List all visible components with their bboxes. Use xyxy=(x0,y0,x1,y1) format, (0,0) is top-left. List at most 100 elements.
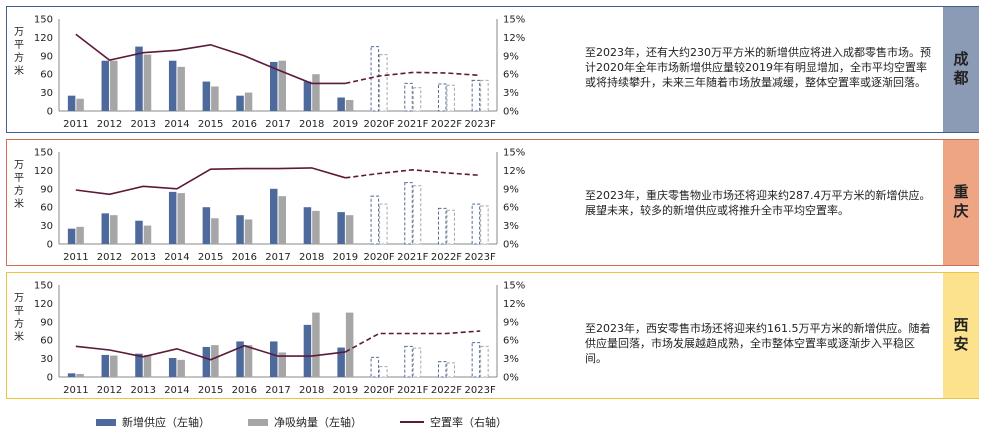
bar-supply xyxy=(168,60,177,111)
bar-absorption xyxy=(379,366,388,378)
y-axis-title-char: 米 xyxy=(14,197,24,210)
x-tick-label: 2022F xyxy=(431,385,462,396)
y-tick-label: 150 xyxy=(34,281,53,292)
x-tick-label: 2019 xyxy=(333,385,358,396)
chart-legend: 新增供应（左轴） 净吸纳量（左轴） 空置率（右轴） xyxy=(96,414,545,430)
x-tick-label: 2017 xyxy=(265,252,290,263)
x-tick-label: 2016 xyxy=(232,252,257,263)
y-axis-title-char: 平 xyxy=(14,40,24,51)
y2-tick-label: 9% xyxy=(503,184,519,195)
y2-tick-label: 15% xyxy=(503,148,525,159)
city-label-xian: 西安 xyxy=(943,273,979,398)
y2-tick-label: 0% xyxy=(503,107,519,118)
y-tick-label: 60 xyxy=(40,203,53,214)
bar-absorption xyxy=(143,354,152,377)
bar-absorption xyxy=(412,87,422,112)
bar-absorption xyxy=(379,54,388,112)
y-axis-title-char: 米 xyxy=(14,64,24,77)
bar-absorption xyxy=(446,209,455,245)
vacancy-line-actual xyxy=(75,344,346,361)
bar-supply xyxy=(437,361,447,378)
bar-supply xyxy=(202,207,211,244)
y2-tick-label: 15% xyxy=(503,15,525,26)
bar-absorption xyxy=(110,215,118,244)
y-axis-title-char: 方 xyxy=(14,51,24,64)
y-axis-title-char: 米 xyxy=(14,330,24,343)
x-tick-label: 2023F xyxy=(465,119,496,130)
bar-absorption xyxy=(211,345,219,377)
x-tick-label: 2019 xyxy=(333,119,358,130)
bar-absorption xyxy=(446,84,455,112)
y-axis-title-char: 方 xyxy=(14,184,24,197)
bar-absorption xyxy=(312,210,320,244)
x-tick-label: 2019 xyxy=(333,252,358,263)
bar-absorption xyxy=(76,98,84,111)
legend-label-supply: 新增供应（左轴） xyxy=(122,416,210,429)
chart-xian: 0 30 60 90 120 150 0% 3% 6% 9% 12% 15% 万平方米 2011 2012 2… xyxy=(14,281,525,397)
x-tick-label: 2015 xyxy=(198,385,223,396)
bar-supply xyxy=(67,95,76,111)
bar-supply xyxy=(135,220,143,244)
x-tick-label: 2020F xyxy=(363,385,394,396)
y2-tick-label: 3% xyxy=(503,88,519,99)
y-tick-label: 30 xyxy=(40,221,53,232)
bar-supply xyxy=(303,324,312,377)
bar-absorption xyxy=(345,215,354,244)
x-tick-label: 2012 xyxy=(97,252,122,263)
y2-tick-label: 6% xyxy=(503,70,519,81)
bar-supply xyxy=(404,182,413,245)
x-tick-label: 2015 xyxy=(198,119,223,130)
bar-supply xyxy=(270,188,278,244)
y2-tick-label: 9% xyxy=(503,317,519,328)
x-tick-label: 2012 xyxy=(97,385,122,396)
bar-supply xyxy=(236,215,244,244)
bar-absorption xyxy=(244,219,253,244)
x-tick-label: 2017 xyxy=(265,385,290,396)
vacancy-line-forecast xyxy=(345,168,481,179)
y-axis-title-char: 万 xyxy=(14,293,24,304)
bar-absorption xyxy=(211,86,219,111)
bar-absorption xyxy=(278,352,286,377)
bar-supply xyxy=(101,213,110,244)
bar-supply xyxy=(404,345,413,378)
x-tick-label: 2016 xyxy=(232,119,257,130)
x-tick-label: 2013 xyxy=(131,252,156,263)
legend-label-vacancy: 空置率（右轴） xyxy=(430,416,507,429)
chart-panel-chongqing: 0 30 60 90 120 150 0% 3% 6% 9% 12% 15% 万平方米 2011 2012 2… xyxy=(6,139,979,266)
legend-item-supply: 新增供应（左轴） xyxy=(96,414,210,430)
description-chengdu: 至2023年，还有大约230万平方米的新增供应将进入成都零售市场。预计2020年… xyxy=(585,46,931,89)
vacancy-line-actual xyxy=(75,33,346,85)
x-tick-label: 2014 xyxy=(164,119,189,130)
x-tick-label: 2023F xyxy=(465,252,496,263)
y-axis-title-char: 方 xyxy=(14,317,24,330)
x-tick-label: 2015 xyxy=(198,252,223,263)
x-tick-label: 2011 xyxy=(63,385,88,396)
x-tick-label: 2022F xyxy=(431,252,462,263)
bar-absorption xyxy=(278,60,286,111)
y2-tick-label: 9% xyxy=(503,51,519,62)
x-tick-label: 2012 xyxy=(97,119,122,130)
x-tick-label: 2018 xyxy=(299,119,324,130)
x-tick-label: 2022F xyxy=(431,119,462,130)
bar-supply xyxy=(337,97,345,111)
y2-tick-label: 12% xyxy=(503,166,525,177)
bar-supply xyxy=(471,203,481,245)
bar-absorption xyxy=(177,193,185,244)
bar-absorption xyxy=(177,66,185,111)
y-tick-label: 150 xyxy=(34,15,53,26)
chart-panel-chengdu: 0 30 60 90 120 150 0% 3% 6% 9% 12% 15% 万平方米 2011 2012 2… xyxy=(6,6,979,133)
bar-absorption xyxy=(312,74,320,111)
vacancy-line-actual xyxy=(75,167,346,196)
city-name: 成都 xyxy=(951,50,970,89)
y2-tick-label: 0% xyxy=(503,240,519,251)
bar-supply xyxy=(437,83,447,112)
y-tick-label: 120 xyxy=(34,33,53,44)
bar-absorption xyxy=(76,226,84,244)
x-tick-label: 2020F xyxy=(363,252,394,263)
y-tick-label: 120 xyxy=(34,299,53,310)
bar-absorption xyxy=(480,205,489,245)
bar-absorption xyxy=(177,359,185,377)
bar-absorption xyxy=(379,203,388,245)
bar-absorption xyxy=(110,60,118,111)
bar-supply xyxy=(303,81,312,111)
